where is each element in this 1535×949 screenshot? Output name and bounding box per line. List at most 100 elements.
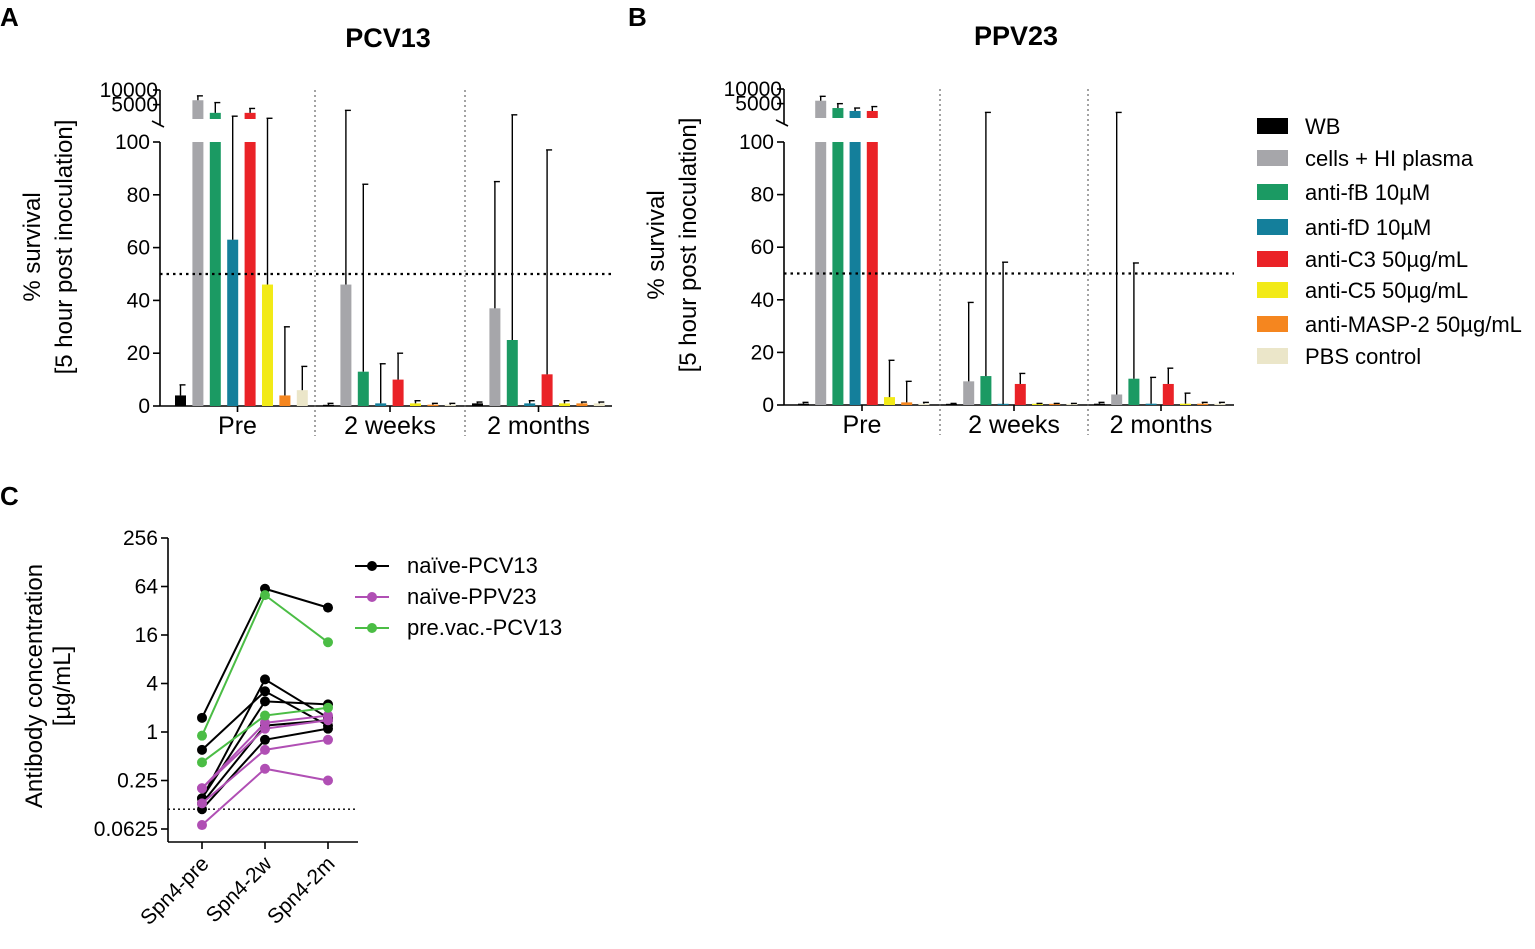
chart-b-bar: [1214, 403, 1226, 405]
chart-c-data-point: [260, 763, 270, 774]
chart-a-ytick-label: 80: [127, 184, 150, 207]
chart-c-data-point: [197, 798, 207, 809]
chart-c-data-point: [323, 702, 333, 713]
chart-b-ylabel-line2: [5 hour post inoculation]: [675, 118, 702, 373]
chart-a-ytick-label: 20: [127, 342, 150, 365]
chart-b-category-label: 2 months: [1110, 411, 1213, 439]
chart-a-category-label: Pre: [218, 412, 257, 440]
chart-b-bar-upper: [849, 110, 861, 118]
chart-a-bar: [244, 142, 256, 406]
chart-b-bar: [1111, 394, 1123, 405]
chart-b-bar: [901, 402, 913, 405]
chart-a-ytick-label: 40: [127, 289, 150, 312]
legend-label-pbs: PBS control: [1305, 344, 1421, 369]
chart-a-bar: [593, 403, 605, 406]
legend-label-anti-c3: anti-C3 50µg/mL: [1305, 247, 1468, 272]
chart-a-category-label: 2 months: [487, 412, 590, 440]
chart-b-bar: [849, 142, 861, 405]
legend-swatch-hi-plasma: [1257, 150, 1288, 166]
legend-label-anti-fd: anti-fD 10µM: [1305, 215, 1431, 240]
legend-label-hi-plasma: cells + HI plasma: [1305, 146, 1474, 171]
legend-swatch-pbs: [1257, 348, 1288, 364]
chart-a-category-label: 2 weeks: [344, 412, 436, 440]
chart-c-data-point: [323, 637, 333, 648]
chart-b-bar: [980, 376, 992, 405]
legend-c: naïve-PCV13 naïve-PPV23 pre.vac.-PCV13: [355, 553, 562, 640]
chart-b-bar: [884, 397, 895, 405]
chart-c-ytick-label: 64: [135, 576, 159, 599]
legend-ab: WB cells + HI plasma anti-fB 10µM anti-f…: [1257, 114, 1522, 369]
chart-c-data-point: [197, 730, 207, 741]
chart-b-axis-break-mark: [775, 119, 789, 127]
legend-c-label-naive-pcv13: naïve-PCV13: [407, 553, 538, 578]
chart-a-ytick-label: 60: [127, 237, 150, 260]
chart-b-bar: [1049, 403, 1061, 405]
chart-c-data-point: [197, 820, 207, 831]
chart-b-ylabel-line1: % survival: [643, 190, 670, 299]
chart-a-bar: [489, 308, 501, 406]
chart-b-ytick-label: 20: [751, 341, 774, 364]
chart-c-category-label: Spn4-2m: [263, 852, 340, 929]
chart-a-bar: [279, 395, 291, 406]
chart-b-ytick-label: 40: [751, 289, 774, 312]
chart-c-ytick-label: 0.25: [117, 770, 158, 793]
chart-a-bar: [472, 403, 483, 406]
chart-b-bar: [997, 403, 1009, 405]
chart-b-ytick-label: 80: [751, 184, 774, 207]
chart-a-ytick-label: 0: [138, 395, 150, 418]
chart-b-category-label: 2 weeks: [968, 411, 1060, 439]
chart-c-data-point: [323, 602, 333, 613]
chart-a-title: PCV13: [345, 23, 431, 53]
chart-a-bar: [541, 374, 553, 406]
chart-b-title: PPV23: [974, 21, 1058, 51]
chart-a-bar: [427, 404, 439, 406]
chart-b-bar: [1032, 403, 1043, 405]
chart-a-bar: [209, 142, 221, 406]
chart-a-bar-upper: [192, 100, 204, 119]
chart-a-ylabel-line2: [5 hour post inoculation]: [51, 120, 78, 375]
chart-b-ytick-label: 5000: [735, 93, 782, 116]
chart-c-data-point: [323, 734, 333, 745]
chart-c-data-point: [260, 686, 270, 697]
chart-b-bar: [1014, 383, 1026, 405]
panel-letter-c: C: [0, 481, 19, 511]
legend-c-dot-prevac-pcv13: [367, 623, 377, 633]
chart-c-data-point: [260, 717, 270, 728]
panel-letter-a: A: [0, 2, 19, 32]
chart-c-antibody: 0.06250.25141664256Spn4-preSpn4-2wSpn4-2…: [94, 527, 358, 930]
chart-c-ytick-label: 16: [135, 624, 158, 647]
chart-b-ytick-label: 60: [751, 236, 774, 259]
chart-b-bar: [1094, 403, 1105, 405]
chart-c-data-point: [260, 734, 270, 745]
chart-a-ytick-label: 100: [115, 131, 150, 154]
legend-swatch-anti-fb: [1257, 184, 1288, 200]
chart-c-ytick-label: 4: [146, 673, 158, 696]
chart-a-bar: [192, 142, 204, 406]
chart-b-bar-upper: [815, 100, 827, 118]
legend-c-dot-naive-pcv13: [367, 561, 377, 571]
legend-swatch-anti-masp2: [1257, 316, 1288, 332]
chart-c-ylabel-line2: [µg/mL]: [49, 646, 76, 727]
chart-b-bar: [918, 403, 930, 405]
chart-c-ytick-label: 1: [146, 721, 158, 744]
legend-label-anti-fb: anti-fB 10µM: [1305, 180, 1430, 205]
chart-b-ytick-label: 0: [762, 394, 774, 417]
chart-c-data-point: [323, 710, 333, 721]
legend-swatch-anti-c3: [1257, 251, 1288, 267]
chart-c-data-point: [323, 723, 333, 734]
chart-a-bar-upper: [209, 112, 221, 119]
chart-b-bar: [963, 381, 975, 405]
chart-a-bar: [340, 284, 352, 406]
chart-c-category-label: Spn4-pre: [136, 852, 213, 929]
legend-c-dot-naive-ppv23: [367, 592, 377, 602]
chart-c-data-point: [260, 710, 270, 721]
legend-c-label-naive-ppv23: naïve-PPV23: [407, 584, 537, 609]
chart-c-data-point: [197, 744, 207, 755]
chart-b-bar-upper: [866, 110, 878, 118]
chart-b-bar: [1128, 378, 1140, 405]
chart-b-bar: [1197, 403, 1209, 405]
legend-swatch-anti-c5: [1257, 282, 1288, 298]
chart-c-data-point: [197, 757, 207, 768]
